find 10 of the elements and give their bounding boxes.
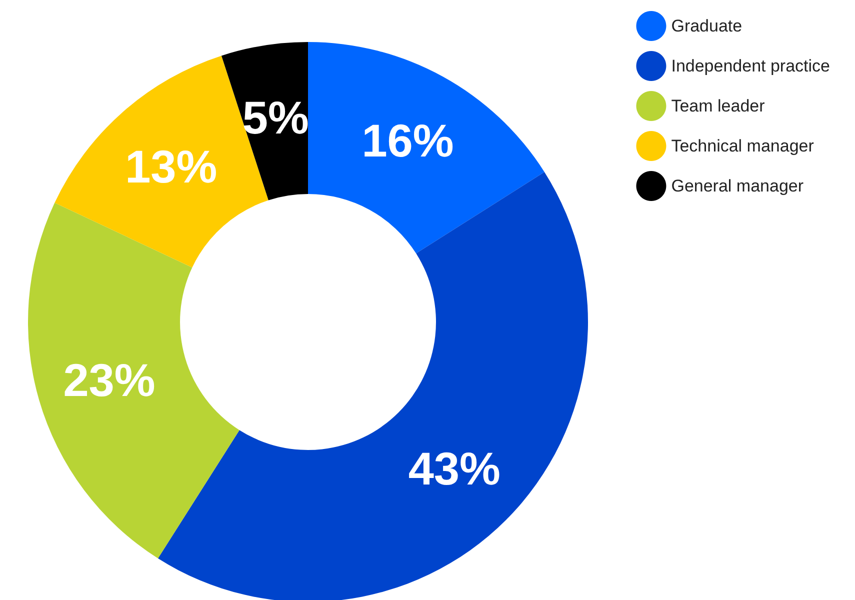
data-label: 13% bbox=[125, 140, 218, 193]
legend-label: Technical manager bbox=[671, 136, 814, 156]
data-label: 5% bbox=[242, 92, 309, 144]
data-label: 16% bbox=[362, 114, 454, 167]
legend-label: Team leader bbox=[671, 96, 766, 116]
data-label: 43% bbox=[408, 442, 500, 494]
legend-label: Graduate bbox=[671, 16, 742, 36]
legend-label: Independent practice bbox=[671, 56, 830, 76]
legend-label: General manager bbox=[671, 176, 804, 196]
data-label: 23% bbox=[63, 354, 156, 406]
